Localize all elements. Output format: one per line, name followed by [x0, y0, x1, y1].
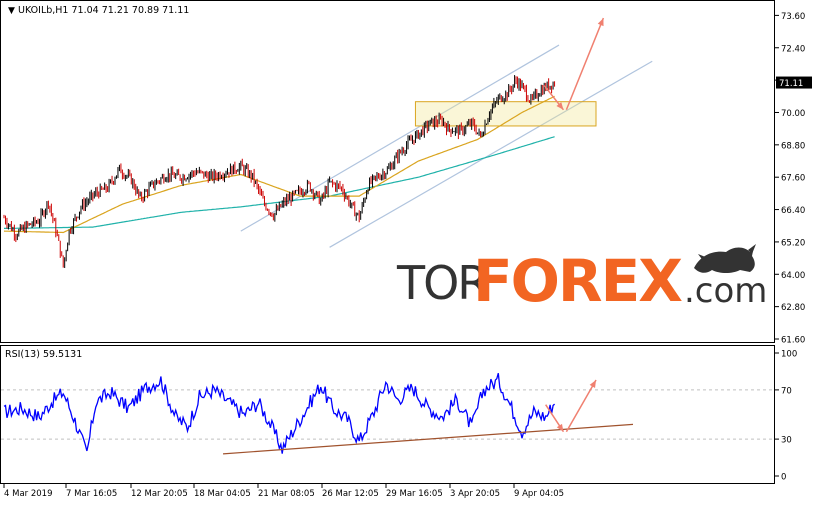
price-tick-label: 64.00 — [781, 271, 805, 281]
price-tick-label: 70.00 — [781, 109, 805, 119]
price-axis: 73.6072.4071.2070.0068.8067.6066.4065.20… — [775, 12, 812, 346]
logo-tor: TOR — [396, 256, 488, 310]
price-tick-label: 62.80 — [781, 303, 805, 313]
logo-dotcom: .com — [684, 271, 767, 311]
price-tick-label: 67.60 — [781, 174, 805, 184]
rsi-tick-label: 70 — [781, 386, 792, 396]
rsi-grid — [1, 389, 774, 440]
symbol-header: UKOILb,H1 71.04 71.21 70.89 71.11 — [18, 5, 189, 16]
forecast-arrow — [565, 379, 597, 433]
price-tick-label: 66.40 — [781, 206, 805, 216]
rsi-tick-label: 100 — [781, 350, 797, 360]
rsi-axis: 100 70 30 0 — [775, 350, 797, 483]
time-tick-label: 3 Apr 20:05 — [450, 489, 500, 499]
price-tick-label: 73.60 — [781, 12, 805, 22]
rsi-tick-label: 30 — [781, 436, 792, 446]
bull-icon — [694, 244, 756, 273]
forecast-arrow — [565, 17, 605, 111]
forecast-arrows — [543, 17, 605, 111]
time-tick-label: 18 Mar 04:05 — [194, 489, 251, 499]
time-tick-label: 9 Apr 04:05 — [514, 489, 564, 499]
symbol-marker-icon: ▼ — [8, 6, 15, 16]
torforex-logo: TOR FOREX .com — [396, 244, 767, 315]
time-axis: 4 Mar 2019 7 Mar 16:05 12 Mar 20:05 18 Mar … — [3, 484, 564, 499]
ma-fast-line — [3, 95, 555, 234]
forecast-arrowhead — [589, 380, 596, 389]
current-price-box — [776, 76, 812, 89]
rsi-tick-label: 0 — [781, 473, 786, 483]
price-tick-label: 72.40 — [781, 44, 805, 54]
forecast-arrowhead — [597, 18, 604, 27]
current-price-label: 71.11 — [779, 79, 803, 89]
time-tick-label: 12 Mar 20:05 — [131, 489, 188, 499]
time-tick-label: 21 Mar 08:05 — [258, 489, 315, 499]
time-tick-label: 26 Mar 12:05 — [322, 489, 379, 499]
channel-line — [329, 60, 653, 248]
rsi-panel-frame — [0, 345, 775, 484]
forecast-arrowhead — [556, 102, 564, 110]
rsi-trend-line — [222, 423, 634, 455]
time-tick-label: 4 Mar 2019 — [4, 489, 52, 499]
time-tick-label: 7 Mar 16:05 — [66, 489, 117, 499]
rsi-line — [3, 373, 556, 454]
price-tick-label: 68.80 — [781, 141, 805, 151]
price-tick-label: 61.60 — [781, 336, 805, 346]
rsi-series — [3, 373, 634, 455]
time-tick-label: 29 Mar 16:05 — [386, 489, 443, 499]
rsi-header: RSI(13) 59.5131 — [5, 349, 82, 360]
forecast-arrowhead — [556, 423, 564, 432]
candles — [3, 75, 556, 268]
price-tick-label: 65.20 — [781, 238, 805, 248]
logo-forex: FOREX — [473, 247, 682, 315]
